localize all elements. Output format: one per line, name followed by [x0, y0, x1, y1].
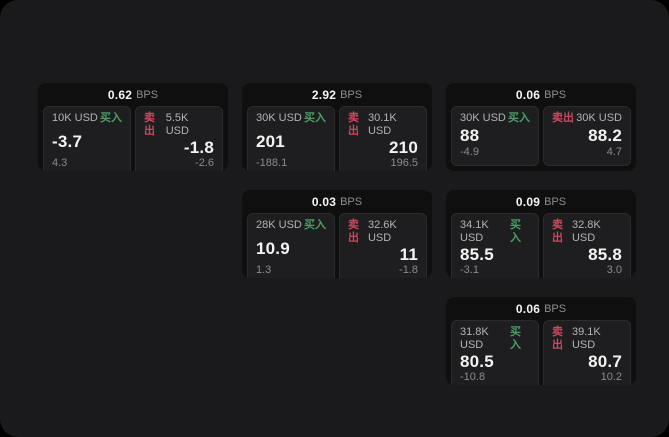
- sell-price: 11: [399, 245, 418, 264]
- buy-notional-amount: 28K USD: [256, 219, 302, 231]
- bps-unit-label: BPS: [340, 195, 363, 208]
- sell-price: 80.7: [588, 352, 622, 371]
- bps-unit-label: BPS: [340, 88, 363, 101]
- sell-side-label: 卖出: [348, 112, 359, 137]
- quote-card: 0.62 BPS 10K USD 买入 -3.7 4.3 卖出 5.5K USD…: [38, 83, 228, 171]
- sell-notional-amount: 30.1K USD: [367, 112, 397, 137]
- sell-notional-amount: 30K USD: [576, 112, 622, 124]
- sell-price: -1.8: [183, 138, 214, 157]
- sell-sub-value: 196.5: [390, 157, 418, 169]
- quote-panes: 28K USD 买入 10.9 1.3 卖出 32.6K USD 11 -1.8: [242, 213, 432, 278]
- sell-notional-amount: 32.6K USD: [367, 219, 397, 244]
- buy-sub-value: -188.1: [256, 157, 288, 169]
- buy-side-label: 买入: [508, 112, 530, 124]
- sell-sub-value: 3.0: [606, 264, 622, 276]
- buy-sub-value: -4.9: [460, 146, 479, 158]
- sell-price: 85.8: [588, 245, 622, 264]
- sell-price: 88.2: [588, 126, 622, 145]
- quote-card: 0.03 BPS 28K USD 买入 10.9 1.3 卖出 32.6K US…: [242, 190, 432, 278]
- sell-side-label: 卖出: [552, 326, 563, 351]
- card-header: 0.06 BPS: [446, 297, 636, 320]
- buy-quote-pane[interactable]: 28K USD 买入 10.9 1.3: [247, 213, 335, 278]
- buy-notional-amount: 34.1K USD: [460, 219, 489, 244]
- buy-notional-amount: 31.8K USD: [460, 326, 489, 351]
- sell-side-label: 卖出: [552, 219, 563, 244]
- sell-notional-amount: 5.5K USD: [165, 112, 189, 137]
- buy-notional-amount: 30K USD: [460, 112, 506, 124]
- buy-quote-pane[interactable]: 30K USD 买入 88 -4.9: [451, 106, 539, 166]
- buy-sub-value: 1.3: [256, 264, 272, 276]
- buy-price: 88: [460, 126, 480, 145]
- sell-quote-pane[interactable]: 卖出 32.8K USD 85.8 3.0: [543, 213, 631, 278]
- card-header: 0.09 BPS: [446, 190, 636, 213]
- bps-spread-value: 2.92: [311, 87, 337, 102]
- sell-sub-value: -1.8: [399, 264, 418, 276]
- sell-quote-pane[interactable]: 卖出 32.6K USD 11 -1.8: [339, 213, 427, 278]
- quote-panes: 34.1K USD 买入 85.5 -3.1 卖出 32.8K USD 85.8…: [446, 213, 636, 278]
- bps-spread-value: 0.09: [515, 194, 541, 209]
- bps-spread-value: 0.62: [107, 87, 133, 102]
- buy-side-label: 买入: [510, 326, 522, 351]
- buy-sub-value: -3.1: [460, 264, 479, 276]
- quote-card: 0.09 BPS 34.1K USD 买入 85.5 -3.1 卖出 32.8K…: [446, 190, 636, 278]
- buy-price: 85.5: [460, 245, 494, 264]
- buy-quote-pane[interactable]: 31.8K USD 买入 80.5 -10.8: [451, 320, 539, 385]
- quote-panes: 31.8K USD 买入 80.5 -10.8 卖出 39.1K USD 80.…: [446, 320, 636, 385]
- buy-price: 80.5: [460, 352, 494, 371]
- quote-panes: 10K USD 买入 -3.7 4.3 卖出 5.5K USD -1.8 -2.…: [38, 106, 228, 171]
- quote-card: 0.06 BPS 31.8K USD 买入 80.5 -10.8 卖出 39.1…: [446, 297, 636, 385]
- quote-panes: 30K USD 买入 201 -188.1 卖出 30.1K USD 210 1…: [242, 106, 432, 171]
- buy-notional-amount: 10K USD: [52, 112, 98, 124]
- bps-unit-label: BPS: [136, 88, 159, 101]
- bps-spread-value: 0.06: [515, 87, 541, 102]
- buy-quote-pane[interactable]: 10K USD 买入 -3.7 4.3: [43, 106, 131, 171]
- card-header: 2.92 BPS: [242, 83, 432, 106]
- sell-notional-amount: 32.8K USD: [571, 219, 601, 244]
- buy-side-label: 买入: [304, 219, 326, 231]
- buy-side-label: 买入: [100, 112, 122, 124]
- sell-side-label: 卖出: [552, 112, 574, 124]
- sell-side-label: 卖出: [348, 219, 359, 244]
- buy-quote-pane[interactable]: 34.1K USD 买入 85.5 -3.1: [451, 213, 539, 278]
- buy-notional-amount: 30K USD: [256, 112, 302, 124]
- bps-unit-label: BPS: [544, 302, 567, 315]
- bps-unit-label: BPS: [544, 195, 567, 208]
- quote-card-grid: 0.62 BPS 10K USD 买入 -3.7 4.3 卖出 5.5K USD…: [38, 83, 636, 385]
- card-header: 0.03 BPS: [242, 190, 432, 213]
- sell-quote-pane[interactable]: 卖出 5.5K USD -1.8 -2.6: [135, 106, 223, 171]
- card-header: 0.06 BPS: [446, 83, 636, 106]
- buy-sub-value: -10.8: [460, 371, 486, 383]
- sell-sub-value: 10.2: [600, 371, 622, 383]
- buy-price: 201: [256, 131, 285, 151]
- bps-spread-value: 0.06: [515, 301, 541, 316]
- sell-quote-pane[interactable]: 卖出 30.1K USD 210 196.5: [339, 106, 427, 171]
- bps-spread-value: 0.03: [311, 194, 337, 209]
- card-header: 0.62 BPS: [38, 83, 228, 106]
- sell-sub-value: -2.6: [195, 157, 214, 169]
- sell-quote-pane[interactable]: 卖出 30K USD 88.2 4.7: [543, 106, 631, 166]
- sell-quote-pane[interactable]: 卖出 39.1K USD 80.7 10.2: [543, 320, 631, 385]
- sell-notional-amount: 39.1K USD: [571, 326, 601, 351]
- sell-price: 210: [389, 138, 418, 157]
- sell-side-label: 卖出: [144, 112, 155, 137]
- buy-side-label: 买入: [304, 112, 326, 124]
- quote-panes: 30K USD 买入 88 -4.9 卖出 30K USD 88.2 4.7: [446, 106, 636, 171]
- sell-sub-value: 4.7: [606, 146, 622, 158]
- quote-card: 2.92 BPS 30K USD 买入 201 -188.1 卖出 30.1K …: [242, 83, 432, 171]
- buy-side-label: 买入: [510, 219, 522, 244]
- buy-price: 10.9: [256, 238, 290, 258]
- buy-quote-pane[interactable]: 30K USD 买入 201 -188.1: [247, 106, 335, 171]
- buy-price: -3.7: [52, 131, 83, 151]
- quote-card: 0.06 BPS 30K USD 买入 88 -4.9 卖出 30K USD 8…: [446, 83, 636, 171]
- bps-unit-label: BPS: [544, 88, 567, 101]
- buy-sub-value: 4.3: [52, 157, 68, 169]
